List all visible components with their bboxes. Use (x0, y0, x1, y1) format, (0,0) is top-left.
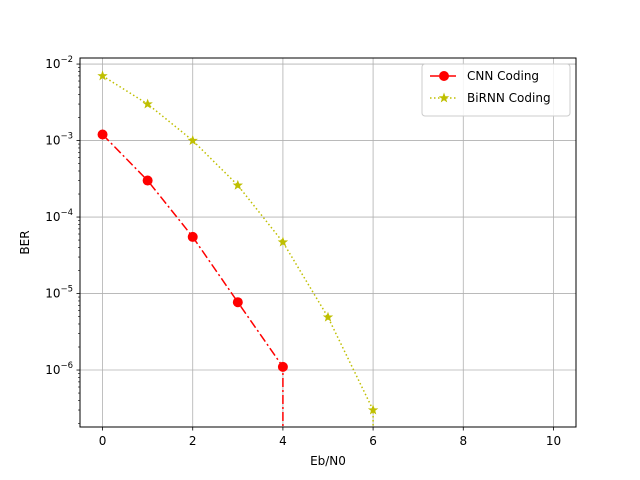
data-point (367, 404, 379, 415)
series-line (102, 75, 374, 427)
legend-marker (439, 71, 449, 81)
series-line (102, 133, 284, 427)
y-tick-label: 10−4 (45, 208, 73, 224)
data-point (142, 175, 153, 186)
data-point (97, 129, 108, 140)
series-layer (97, 70, 379, 427)
legend-marker (438, 92, 450, 103)
x-tick-label: 4 (279, 434, 287, 448)
legend-label: BiRNN Coding (467, 91, 551, 105)
axes-frame (79, 57, 577, 428)
tick-layer: 0 2 4 6 8 10 10−6 10−5 10−4 10−3 10−2 (45, 55, 561, 448)
legend-item: BiRNN Coding (430, 91, 551, 105)
legend-item: CNN Coding (430, 69, 539, 83)
data-point (277, 236, 289, 247)
x-tick-label: 6 (369, 434, 377, 448)
data-point (322, 311, 334, 322)
y-tick-label: 10−5 (45, 285, 73, 301)
data-point (142, 98, 153, 109)
x-tick-label: 2 (189, 434, 197, 448)
legend-frame (421, 63, 571, 117)
data-point (232, 297, 243, 308)
data-point (187, 231, 198, 242)
x-tick-label: 10 (546, 434, 561, 448)
series-cnn-coding (97, 129, 288, 427)
data-point (187, 135, 198, 145)
x-axis-label: Eb/N0 (310, 454, 346, 468)
data-point (97, 70, 108, 81)
legend: CNN Coding BiRNN Coding (421, 63, 571, 117)
data-point (232, 179, 244, 190)
y-tick-label: 10−6 (45, 361, 73, 377)
data-point (277, 361, 288, 372)
legend-label: CNN Coding (467, 69, 539, 83)
x-tick-label: 0 (99, 434, 107, 448)
y-tick-label: 10−2 (45, 55, 73, 71)
y-axis-label: BER (18, 230, 32, 254)
y-tick-label: 10−3 (45, 132, 73, 148)
series-birnn-coding (97, 70, 379, 427)
x-tick-label: 8 (459, 434, 467, 448)
